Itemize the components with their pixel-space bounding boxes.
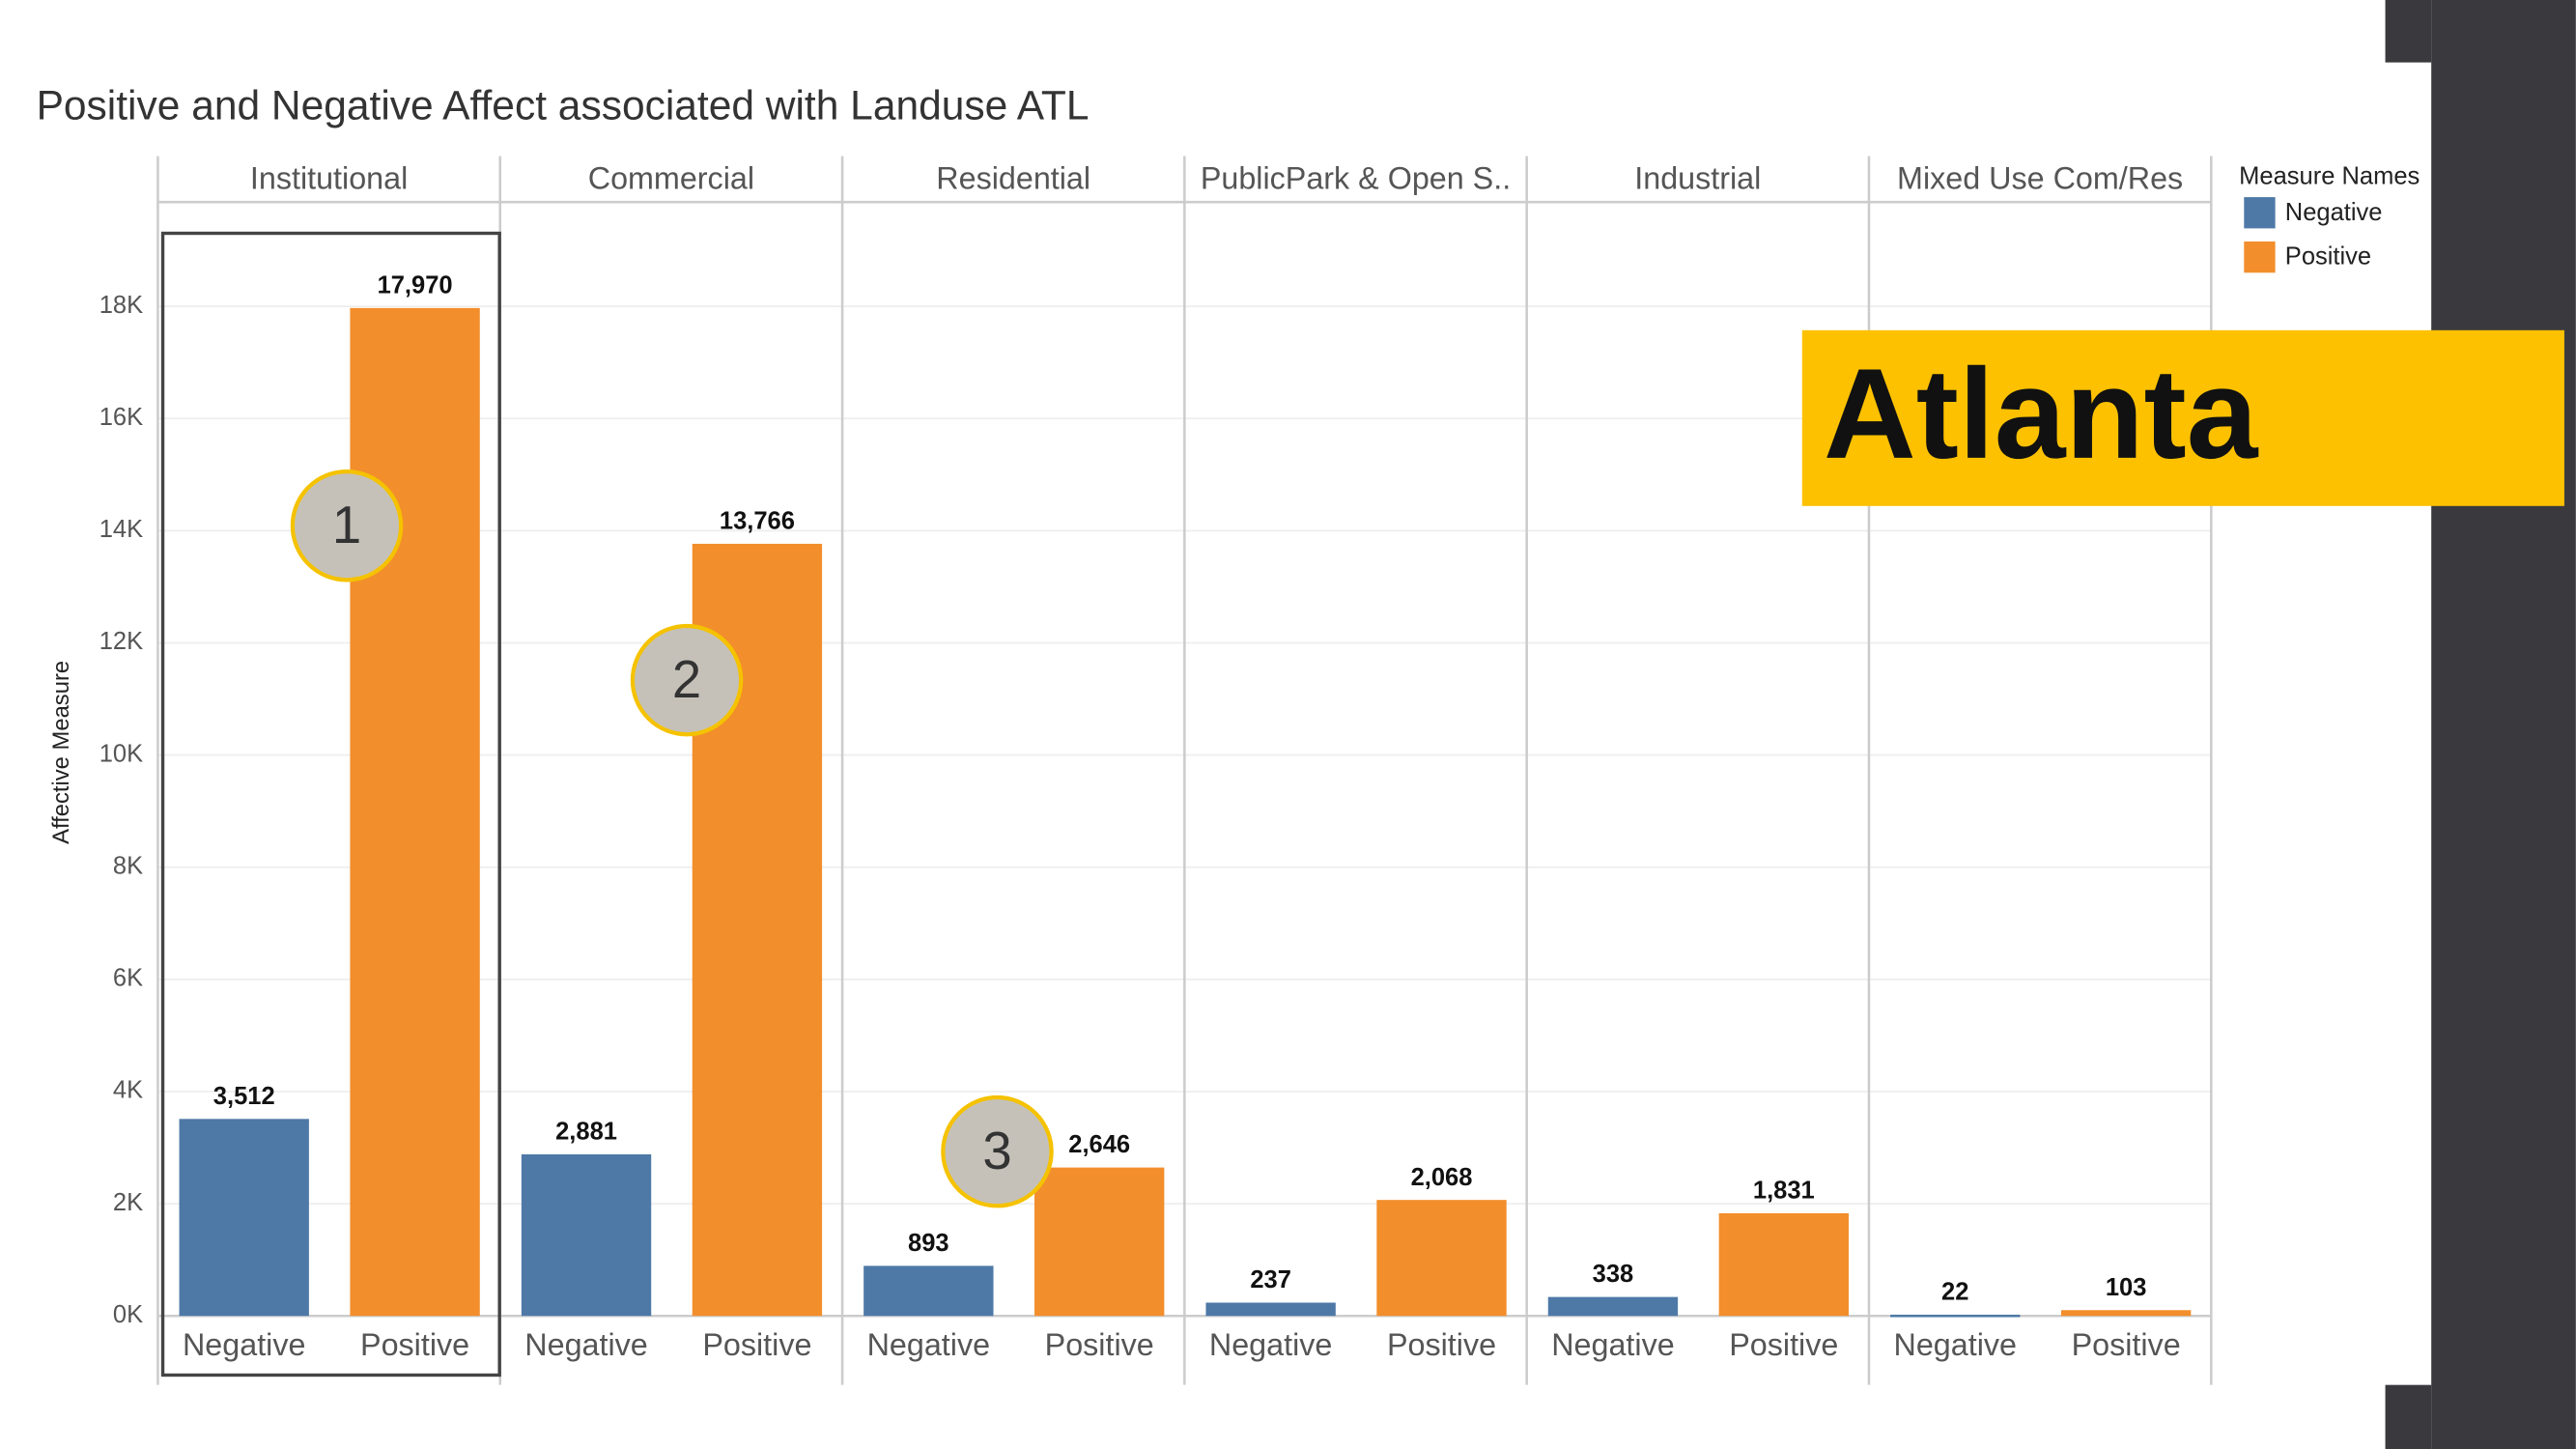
data-label: 103: [2106, 1274, 2147, 1301]
data-label: 2,881: [555, 1119, 617, 1146]
bar: [350, 307, 480, 1317]
x-tick-label: Positive: [2072, 1327, 2181, 1362]
x-tick-label: Positive: [1045, 1327, 1154, 1362]
bar: [521, 1153, 652, 1317]
x-tick-label: Positive: [360, 1327, 469, 1362]
y-tick-label: 18K: [99, 292, 143, 319]
banner-text: Atlanta: [1824, 343, 2259, 486]
panel-header: Commercial: [588, 161, 754, 196]
bar: [1547, 1296, 1679, 1317]
x-tick-label: Positive: [702, 1327, 811, 1362]
panel-header: Mixed Use Com/Res: [1897, 161, 2183, 196]
y-tick-label: 16K: [99, 404, 143, 431]
legend-title: Measure Names: [2239, 162, 2420, 189]
data-label: 2,068: [1411, 1164, 1473, 1191]
annotation-circle: [941, 1094, 1054, 1208]
bar: [1718, 1212, 1849, 1317]
bar: [1205, 1302, 1336, 1317]
bar: [179, 1119, 309, 1317]
highlight-box: [160, 231, 501, 1378]
x-tick-label: Negative: [524, 1327, 647, 1362]
y-tick-label: 0K: [113, 1301, 143, 1328]
data-label: 3,512: [213, 1083, 275, 1110]
data-label: 17,970: [378, 271, 453, 298]
data-label: 13,766: [720, 508, 795, 535]
bar: [1376, 1200, 1507, 1317]
panel-header: PublicPark & Open S..: [1201, 161, 1511, 196]
y-tick-label: 2K: [113, 1189, 143, 1216]
y-tick-label: 4K: [113, 1077, 143, 1104]
y-tick-label: 8K: [113, 852, 143, 879]
bar: [1890, 1314, 2021, 1318]
data-label: 2,646: [1068, 1131, 1130, 1158]
banner-box: [1801, 329, 2564, 506]
bar: [863, 1265, 994, 1317]
bar: [2060, 1310, 2192, 1317]
y-axis-label: Affective Measure: [48, 661, 74, 844]
side-panel: [2431, 0, 2576, 1449]
annotation-label: 2: [672, 650, 701, 709]
legend-label: Negative: [2285, 199, 2383, 226]
y-tick-label: 12K: [99, 628, 143, 655]
annotation-circle: [290, 469, 404, 582]
x-tick-label: Negative: [1551, 1327, 1674, 1362]
data-label: 1,831: [1753, 1178, 1815, 1205]
legend-swatch: [2244, 197, 2276, 229]
panel-header: Residential: [936, 161, 1090, 196]
legend-label: Positive: [2285, 243, 2371, 270]
y-tick-label: 10K: [99, 740, 143, 767]
panel-header: Institutional: [250, 161, 408, 196]
y-tick-label: 14K: [99, 516, 143, 543]
y-tick-label: 6K: [113, 965, 143, 992]
side-panel: [2385, 1384, 2432, 1449]
x-tick-label: Negative: [867, 1327, 990, 1362]
data-label: 22: [1941, 1279, 1968, 1306]
annotation-circle: [630, 623, 744, 737]
annotation-label: 3: [982, 1122, 1011, 1180]
x-tick-label: Negative: [1894, 1327, 2017, 1362]
x-tick-label: Positive: [1729, 1327, 1838, 1362]
legend-swatch: [2244, 242, 2276, 273]
data-label: 893: [908, 1230, 949, 1257]
chart-title: Positive and Negative Affect associated …: [37, 83, 1090, 128]
x-tick-label: Positive: [1387, 1327, 1496, 1362]
side-panel: [2385, 0, 2432, 63]
panel-header: Industrial: [1634, 161, 1761, 196]
bar: [1034, 1167, 1165, 1317]
data-label: 338: [1593, 1261, 1634, 1288]
annotation-label: 1: [332, 496, 361, 554]
x-tick-label: Negative: [1209, 1327, 1332, 1362]
x-tick-label: Negative: [183, 1327, 305, 1362]
data-label: 237: [1250, 1266, 1291, 1293]
